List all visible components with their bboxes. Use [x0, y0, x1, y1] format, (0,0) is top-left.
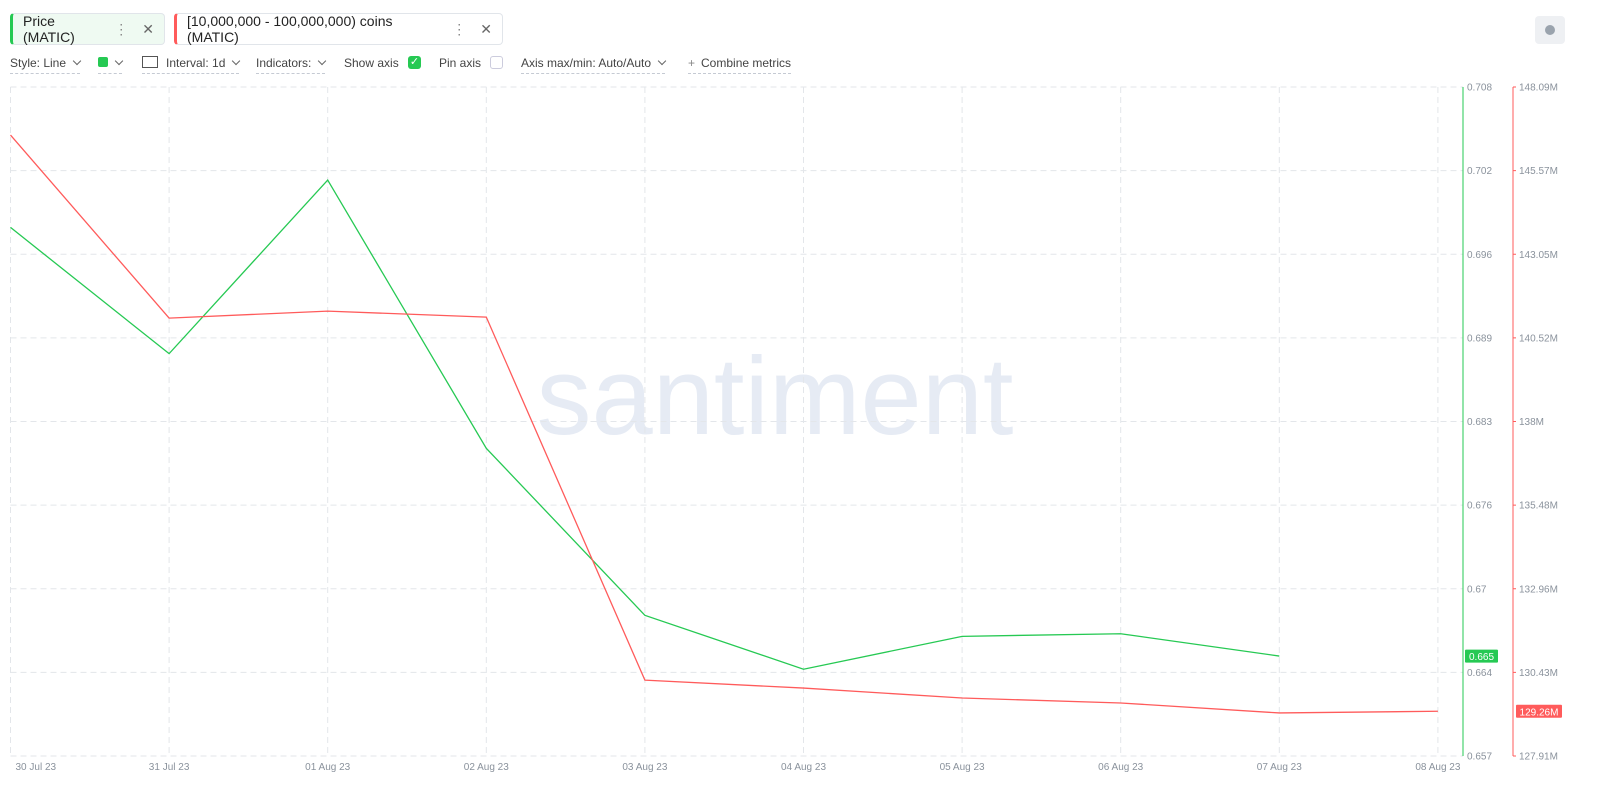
series-line	[10, 179, 1280, 670]
x-tick-label: 07 Aug 23	[1257, 762, 1302, 773]
x-tick-label: 01 Aug 23	[305, 762, 350, 773]
x-tick-label: 08 Aug 23	[1415, 762, 1460, 773]
y-tick-label: 0.702	[1467, 166, 1492, 177]
y2-tick-label: 127.91M	[1519, 752, 1558, 763]
settings-button[interactable]	[1535, 16, 1565, 44]
y-tick-label: 0.708	[1467, 83, 1492, 94]
y2-tick-label: 140.52M	[1519, 333, 1558, 344]
label: Axis max/min: Auto/Auto	[521, 56, 652, 70]
metric-tab[interactable]: Price (MATIC) ⋮ ✕	[10, 13, 165, 45]
y-tick-label: 0.657	[1467, 752, 1492, 763]
checkbox[interactable]	[490, 56, 503, 69]
close-icon[interactable]: ✕	[142, 20, 154, 37]
label: Combine metrics	[701, 56, 792, 70]
x-tick-label: 06 Aug 23	[1098, 762, 1143, 773]
y2-tick-label: 135.48M	[1519, 501, 1558, 512]
label: Indicators:	[256, 56, 312, 70]
icon	[1545, 25, 1555, 35]
x-tick-label: 30 Jul 23	[16, 762, 57, 773]
series-line	[10, 134, 1438, 714]
value-label: 0.665	[1469, 652, 1494, 663]
x-tick-label: 03 Aug 23	[622, 762, 667, 773]
interval-select[interactable]: Interval: 1d	[142, 56, 241, 74]
x-tick-label: 02 Aug 23	[464, 762, 509, 773]
show-axis[interactable]: Show axis	[344, 56, 399, 73]
x-tick-label: 04 Aug 23	[781, 762, 826, 773]
y2-tick-label: 148.09M	[1519, 83, 1558, 94]
y-tick-label: 0.664	[1467, 668, 1492, 679]
indicators-select[interactable]: Indicators:	[256, 56, 327, 74]
y-tick-label: 0.683	[1467, 417, 1492, 428]
color-select[interactable]	[98, 56, 124, 74]
menu-icon[interactable]: ⋮	[452, 20, 467, 37]
x-tick-label: 05 Aug 23	[940, 762, 985, 773]
y-tick-label: 0.696	[1467, 250, 1492, 261]
label: Interval: 1d	[166, 56, 226, 70]
metric-tab[interactable]: [10,000,000 - 100,000,000) coins (MATIC)…	[174, 13, 503, 45]
label: Pin axis	[439, 56, 482, 70]
style-select[interactable]: Style: Line	[10, 56, 82, 74]
y2-tick-label: 138M	[1519, 417, 1544, 428]
y-tick-label: 0.689	[1467, 333, 1492, 344]
watermark: santiment	[537, 335, 1014, 458]
close-icon[interactable]: ✕	[480, 20, 492, 37]
label: Show axis	[344, 56, 399, 70]
legend-label: [10,000,000 - 100,000,000) coins (MATIC)	[187, 13, 393, 45]
value-label: 129.26M	[1520, 707, 1559, 718]
combine-button[interactable]: + Combine metrics	[688, 56, 792, 74]
y2-tick-label: 130.43M	[1519, 668, 1558, 679]
x-tick-label: 31 Jul 23	[149, 762, 190, 773]
y-tick-label: 0.676	[1467, 501, 1492, 512]
y2-tick-label: 132.96M	[1519, 584, 1558, 595]
label: Style: Line	[10, 56, 67, 70]
menu-icon[interactable]: ⋮	[114, 20, 129, 37]
y-tick-label: 0.67	[1467, 584, 1487, 595]
axis-minmax-select[interactable]: Axis max/min: Auto/Auto	[521, 56, 667, 74]
value-badge	[1516, 704, 1562, 718]
value-badge	[1465, 649, 1498, 663]
legend-label: Price (MATIC)	[23, 13, 75, 45]
checkbox-checked[interactable]: ✓	[408, 56, 421, 69]
y2-tick-label: 145.57M	[1519, 166, 1558, 177]
pin-axis[interactable]: Pin axis	[439, 56, 481, 73]
y2-tick-label: 143.05M	[1519, 250, 1558, 261]
